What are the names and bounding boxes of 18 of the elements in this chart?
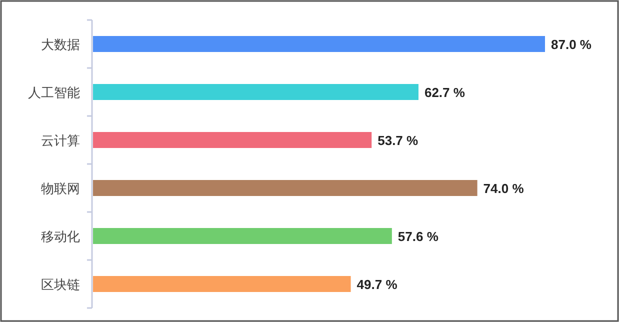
data-label: 74.0 %: [483, 181, 524, 196]
data-label: 57.6 %: [398, 229, 439, 244]
y-tick-label: 移动化: [41, 230, 80, 245]
bar: [93, 228, 392, 244]
data-label: 62.7 %: [424, 85, 466, 100]
data-label: 49.7 %: [356, 277, 398, 292]
bar: [93, 36, 545, 52]
y-tick-label: 云计算: [41, 134, 80, 149]
y-tick-label: 人工智能: [28, 86, 80, 101]
data-label: 87.0 %: [551, 37, 592, 52]
y-tick-label: 大数据: [41, 38, 80, 53]
bar: [93, 276, 351, 292]
bar: [93, 132, 372, 148]
y-tick-label: 物联网: [41, 182, 80, 197]
data-label: 53.7 %: [378, 133, 419, 148]
bar: [93, 84, 418, 100]
y-tick-label: 区块链: [41, 278, 80, 293]
bar: [93, 180, 478, 196]
